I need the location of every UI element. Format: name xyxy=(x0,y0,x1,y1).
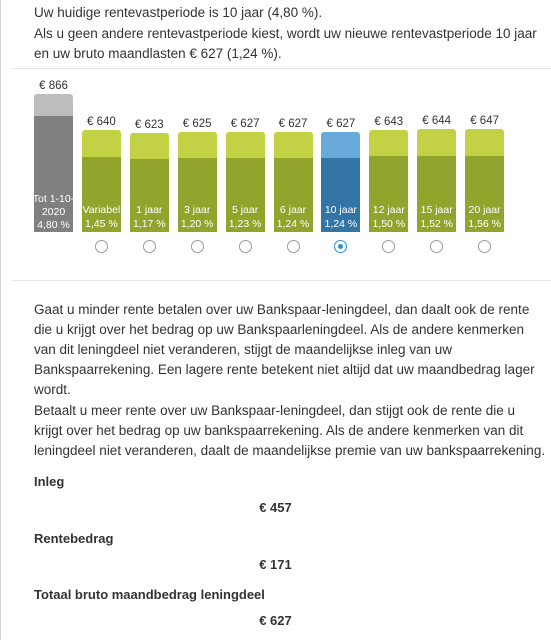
period-rate: 1,56 % xyxy=(468,218,501,230)
period-bar-top xyxy=(34,94,73,117)
period-option-12-jaar[interactable]: € 643 12 jaar 1,50 % xyxy=(367,76,410,266)
period-bar-top xyxy=(369,129,409,157)
period-bar xyxy=(225,132,265,232)
current-period-text: Uw huidige rentevastperiode is 10 jaar (… xyxy=(34,5,323,20)
period-bar xyxy=(417,129,457,232)
period-radio[interactable] xyxy=(142,240,156,253)
period-bar-bottom xyxy=(465,155,505,232)
period-label: 3 jaar xyxy=(184,204,211,216)
period-bar xyxy=(81,130,121,232)
period-amount: € 623 xyxy=(134,118,164,131)
period-radio[interactable] xyxy=(94,240,108,253)
period-rate: 1,24 % xyxy=(324,218,358,230)
divider xyxy=(12,280,551,281)
period-bar-top xyxy=(225,132,265,159)
period-option-tot-1-10-2020: € 866 Tot 1-10-2020 4,80 % xyxy=(32,76,75,266)
period-bar-bottom xyxy=(321,158,361,232)
period-radio[interactable] xyxy=(238,240,252,253)
period-option-15-jaar[interactable]: € 644 15 jaar 1,52 % xyxy=(415,76,458,266)
period-label: 20 jaar xyxy=(468,204,501,216)
period-label: Variabel xyxy=(82,204,121,216)
period-rate: 1,20 % xyxy=(180,218,214,230)
period-label: 12 jaar xyxy=(372,204,405,216)
period-bar-bottom xyxy=(34,116,73,232)
period-option-10-jaar[interactable]: € 627 10 jaar 1,24 % xyxy=(319,76,362,266)
period-bar xyxy=(369,129,409,232)
period-label: 10 jaar xyxy=(324,204,357,216)
period-radio[interactable] xyxy=(286,240,300,253)
period-option-20-jaar[interactable]: € 647 20 jaar 1,56 % xyxy=(463,76,506,266)
period-radio[interactable] xyxy=(190,240,204,253)
period-amount: € 866 xyxy=(39,80,68,92)
period-bar-bottom xyxy=(177,158,217,232)
period-radio[interactable] xyxy=(430,240,444,253)
period-bar-bottom xyxy=(417,156,457,232)
period-bar-top xyxy=(129,132,169,159)
period-rate: 1,52 % xyxy=(420,218,454,230)
period-option-1-jaar[interactable]: € 623 1 jaar 1,17 % xyxy=(128,76,171,266)
default-period-text: Als u geen andere rentevastperiode kiest… xyxy=(34,26,537,61)
period-amount: € 625 xyxy=(182,118,212,131)
period-amount: € 627 xyxy=(278,118,308,131)
period-option-3-jaar[interactable]: € 625 3 jaar 1,20 % xyxy=(176,76,219,266)
period-amount: € 643 xyxy=(374,115,404,128)
period-bar-bottom xyxy=(129,158,169,232)
period-amount: € 647 xyxy=(470,114,499,127)
period-bar-bottom xyxy=(369,156,409,232)
period-bar-bottom xyxy=(225,158,265,232)
period-option-6-jaar[interactable]: € 627 6 jaar 1,24 % xyxy=(272,76,315,266)
period-bar xyxy=(177,132,217,232)
period-option-variabel[interactable]: € 640 Variabel 1,45 % xyxy=(80,76,123,266)
lower-rate-explanation: Gaat u minder rente betalen over uw Bank… xyxy=(34,302,535,397)
period-radio[interactable] xyxy=(334,240,348,253)
rentevastperiode-chart: € 866 Tot 1-10-2020 4,80 % € 640 Variabel 1,4… xyxy=(32,76,512,266)
period-amount: € 640 xyxy=(87,116,116,128)
period-bar xyxy=(34,94,73,232)
period-bar-top xyxy=(273,132,313,159)
period-bar xyxy=(273,132,313,232)
period-rate: 1,24 % xyxy=(276,218,310,230)
period-bar-top xyxy=(81,130,121,157)
page-left-border xyxy=(0,0,1,640)
period-bar-top xyxy=(177,132,217,159)
period-label: 1 jaar xyxy=(136,204,163,216)
divider xyxy=(12,68,551,69)
higher-rate-explanation: Betaalt u meer rente over uw Bankspaar-l… xyxy=(34,403,546,458)
period-bar xyxy=(465,128,505,232)
totaal-label: Totaal bruto maandbedrag leningdeel xyxy=(34,587,265,602)
period-radio[interactable] xyxy=(478,240,492,253)
period-radio[interactable] xyxy=(382,240,396,253)
period-rate: 1,50 % xyxy=(372,218,406,230)
period-bar-top xyxy=(321,132,361,159)
period-bar-top xyxy=(465,128,505,156)
period-option-5-jaar[interactable]: € 627 5 jaar 1,23 % xyxy=(224,76,267,266)
period-rate: 4,80 % xyxy=(37,219,70,231)
period-bar-bottom xyxy=(81,156,121,232)
period-rate: 1,45 % xyxy=(85,218,118,230)
inleg-label: Inleg xyxy=(34,474,65,489)
period-label: 15 jaar xyxy=(420,204,453,216)
period-bar-bottom xyxy=(273,158,313,232)
period-amount: € 644 xyxy=(422,115,452,128)
rentebedrag-value: € 171 xyxy=(259,557,292,572)
period-label: 6 jaar xyxy=(279,204,307,216)
period-bar xyxy=(129,132,169,232)
period-amount: € 627 xyxy=(230,118,260,131)
rentebedrag-label: Rentebedrag xyxy=(34,531,114,546)
period-bar-top xyxy=(417,129,457,157)
period-label: Tot 1-10-2020 xyxy=(32,193,75,218)
inleg-value: € 457 xyxy=(259,500,292,515)
totaal-value: € 627 xyxy=(259,613,292,628)
period-bar xyxy=(321,132,361,232)
period-amount: € 627 xyxy=(326,118,356,131)
period-rate: 1,23 % xyxy=(228,218,262,230)
period-rate: 1,17 % xyxy=(132,218,166,230)
period-label: 5 jaar xyxy=(231,204,259,216)
